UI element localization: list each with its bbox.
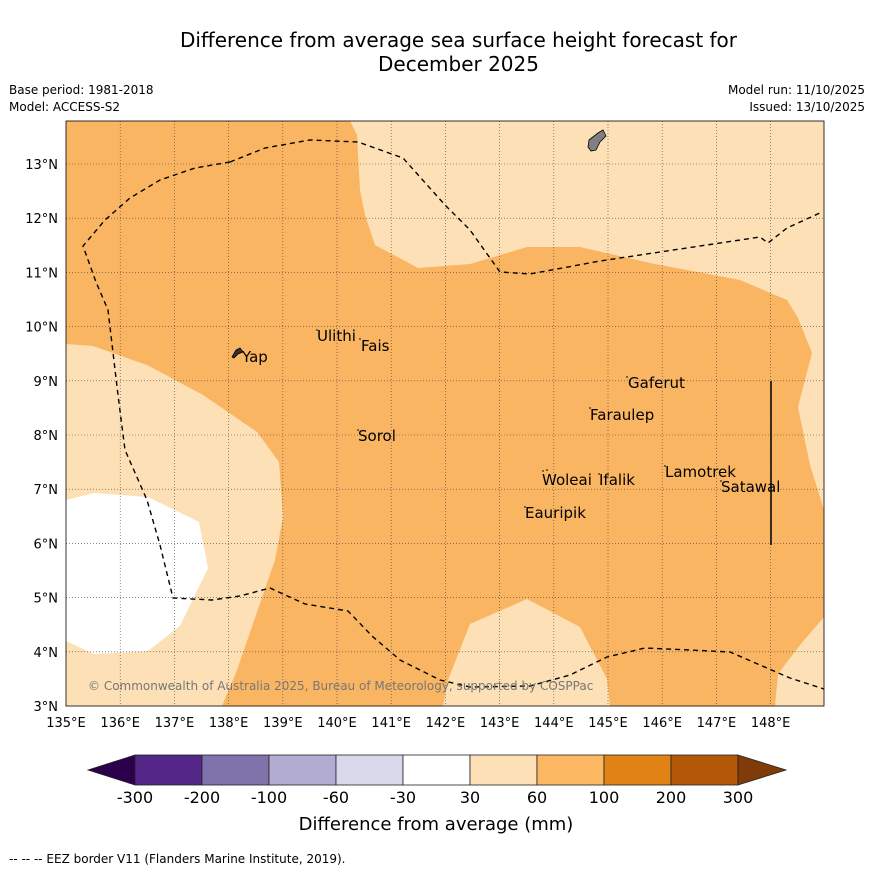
- lat-axis-labels: 3°N 4°N 5°N 6°N 7°N 8°N 9°N 10°N 11°N 12°N 13°N: [25, 158, 58, 715]
- lon-tick-label: 139°E: [263, 716, 303, 731]
- place-ifalik: Ifalik: [599, 471, 635, 489]
- map-frame: [65, 120, 825, 707]
- model-run: Model run: 11/10/2025: [727, 83, 865, 97]
- lon-tick-label: 140°E: [317, 716, 357, 731]
- title-line-2: December 2025: [378, 52, 539, 76]
- copyright-text: © Commonwealth of Australia 2025, Bureau…: [88, 679, 593, 693]
- lon-tick-label: 137°E: [155, 716, 195, 731]
- colorbar-low-extend: [86, 754, 136, 786]
- chart-title: Difference from average sea surface heig…: [0, 28, 873, 76]
- colorbar-tick-label: 300: [723, 788, 754, 807]
- colorbar-tick-label: 200: [656, 788, 687, 807]
- colorbar-segment: [268, 754, 337, 786]
- place-faraulep: Faraulep: [590, 406, 654, 424]
- lon-tick-label: 147°E: [697, 716, 737, 731]
- place-woleai: Woleai: [542, 471, 592, 489]
- colorbar-tick-label: -60: [323, 788, 349, 807]
- meta-left: Base period: 1981-2018 Model: ACCESS-S2: [9, 82, 154, 116]
- contour-fill: [66, 121, 824, 706]
- base-period: Base period: 1981-2018: [9, 83, 154, 97]
- lat-tick-label: 5°N: [34, 592, 59, 607]
- colorbar: [86, 754, 788, 786]
- colorbar-ticks: -300 -200 -100 -60 -30 30 60 100 200 300: [117, 788, 753, 807]
- lon-tick-label: 145°E: [588, 716, 628, 731]
- colorbar-high-extend: [737, 754, 788, 786]
- place-sorol: Sorol: [358, 427, 396, 445]
- model-name: Model: ACCESS-S2: [9, 100, 121, 114]
- colorbar-tick-label: 60: [527, 788, 547, 807]
- gridlines: [66, 121, 824, 706]
- place-ulithi: Ulithi: [317, 327, 356, 345]
- colorbar-tick-label: -30: [390, 788, 416, 807]
- lon-tick-label: 136°E: [100, 716, 140, 731]
- lon-tick-label: 142°E: [426, 716, 466, 731]
- lat-tick-label: 12°N: [25, 212, 58, 227]
- lon-tick-label: 138°E: [209, 716, 249, 731]
- lat-tick-label: 9°N: [34, 375, 59, 390]
- lon-tick-label: 146°E: [642, 716, 682, 731]
- place-eauripik: Eauripik: [525, 504, 586, 522]
- place-labels: Ulithi Yap Fais Sorol Gaferut Faraulep W…: [241, 327, 780, 522]
- eez-border: [82, 139, 825, 690]
- colorbar-label: Difference from average (mm): [299, 814, 574, 835]
- lon-tick-label: 143°E: [480, 716, 520, 731]
- colorbar-tick-label: 100: [589, 788, 620, 807]
- colorbar-segment: [536, 754, 605, 786]
- yap-island: [231, 347, 244, 359]
- place-gaferut: Gaferut: [628, 374, 685, 392]
- lat-tick-label: 10°N: [25, 321, 58, 336]
- colorbar-segment: [402, 754, 471, 786]
- place-satawal: Satawal: [721, 478, 780, 496]
- colorbar-segment: [603, 754, 672, 786]
- lat-tick-label: 4°N: [34, 646, 59, 661]
- band-below-30: [66, 493, 208, 654]
- lat-tick-label: 7°N: [34, 483, 59, 498]
- colorbar-segment: [335, 754, 404, 786]
- colorbar-tick-label: -200: [184, 788, 220, 807]
- colorbar-tick-label: -100: [251, 788, 287, 807]
- title-line-1: Difference from average sea surface heig…: [179, 28, 738, 52]
- place-lamotrek: Lamotrek: [665, 463, 736, 481]
- lon-axis-labels: 135°E 136°E 137°E 138°E 139°E 140°E 141°E 142°E…: [46, 716, 790, 731]
- issued-date: Issued: 13/10/2025: [749, 100, 865, 114]
- island-dots: [316, 329, 722, 508]
- colorbar-segment: [201, 754, 270, 786]
- lat-tick-label: 11°N: [25, 266, 58, 281]
- colorbar-tick-label: -300: [117, 788, 153, 807]
- lat-tick-label: 13°N: [25, 158, 58, 173]
- lon-tick-label: 141°E: [371, 716, 411, 731]
- lon-tick-label: 148°E: [751, 716, 791, 731]
- footer-note: -- -- -- EEZ border V11 (Flanders Marine…: [9, 852, 346, 866]
- band-60-100: [66, 121, 824, 706]
- lat-tick-label: 6°N: [34, 537, 59, 552]
- lat-tick-label: 8°N: [34, 429, 59, 444]
- colorbar-segment: [670, 754, 739, 786]
- colorbar-tick-label: 30: [460, 788, 480, 807]
- guam-island: [587, 129, 607, 152]
- colorbar-segment: [469, 754, 538, 786]
- colorbar-segment: [134, 754, 203, 786]
- lat-tick-label: 3°N: [34, 700, 59, 715]
- place-fais: Fais: [361, 337, 390, 355]
- place-yap: Yap: [241, 348, 268, 366]
- lon-tick-label: 144°E: [534, 716, 574, 731]
- lon-tick-label: 135°E: [46, 716, 86, 731]
- meta-right: Model run: 11/10/2025 Issued: 13/10/2025: [728, 82, 865, 116]
